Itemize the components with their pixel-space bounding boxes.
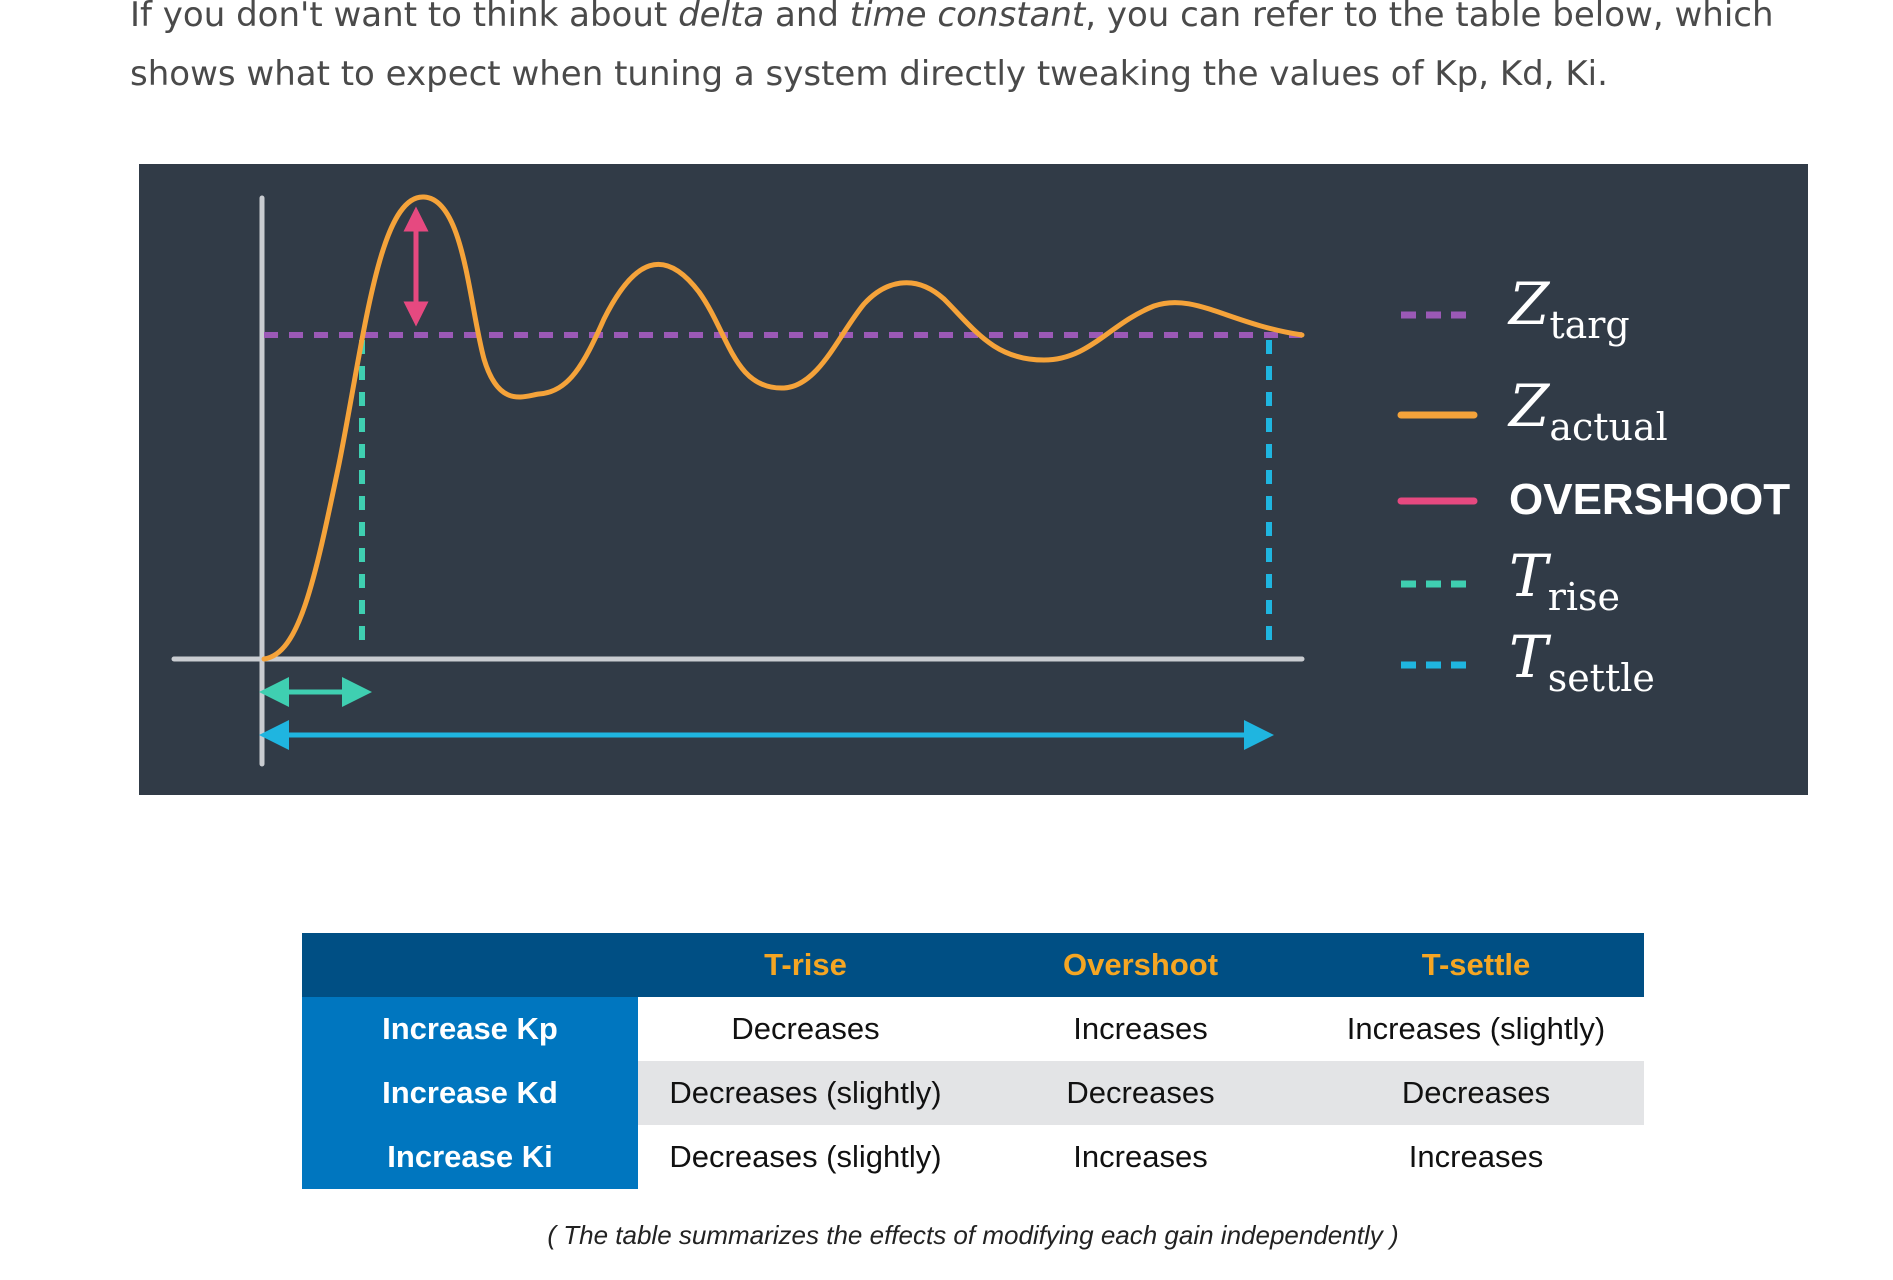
table-cell: Increases (973, 1125, 1308, 1189)
table-header-overshoot: Overshoot (973, 933, 1308, 997)
svg-text:Zactual: Zactual (1507, 372, 1668, 449)
intro-text-3: , you can refer to the table below, whic… (130, 0, 1774, 94)
legend-t-settle-sub: settle (1548, 656, 1655, 700)
table-header-t-rise: T-rise (638, 933, 973, 997)
legend-t-settle: Tsettle (1401, 623, 1655, 700)
intro-emphasis-delta: delta (678, 0, 765, 35)
table-cell: Increases (973, 997, 1308, 1061)
step-response-diagram: Ztarg Zactual OVERSHOOT Trise (171, 194, 1790, 767)
table-cell: Decreases (1308, 1061, 1644, 1125)
table-cell: Increases (slightly) (1308, 997, 1644, 1061)
legend-z-targ-sub: targ (1549, 303, 1629, 347)
z-actual-curve (261, 194, 1305, 662)
legend-z-actual-symbol: Z (1507, 372, 1551, 440)
legend-t-rise-sub: rise (1548, 575, 1620, 619)
legend-overshoot: OVERSHOOT (1397, 475, 1790, 524)
step-response-figure: Ztarg Zactual OVERSHOOT Trise (139, 164, 1808, 795)
table-cell: Decreases (973, 1061, 1308, 1125)
legend-t-rise-symbol: T (1509, 542, 1552, 610)
intro-text-1: If you don't want to think about (130, 0, 679, 35)
table-header-corner (302, 933, 638, 997)
gain-effects-table: T-rise Overshoot T-settle Increase Kp De… (302, 933, 1644, 1189)
legend-z-targ: Ztarg (1401, 270, 1630, 347)
row-label-increase-kd: Increase Kd (302, 1061, 638, 1125)
table-caption: ( The table summarizes the effects of mo… (547, 1220, 1399, 1250)
row-label-increase-ki: Increase Ki (302, 1125, 638, 1189)
intro-emphasis-time-constant: time constant (849, 0, 1086, 35)
svg-text:Ztarg: Ztarg (1507, 270, 1630, 347)
svg-text:Tsettle: Tsettle (1509, 623, 1655, 700)
table-row: Increase Kd Decreases (slightly) Decreas… (302, 1061, 1644, 1125)
table-header-row: T-rise Overshoot T-settle (302, 933, 1644, 997)
table-header-t-settle: T-settle (1308, 933, 1644, 997)
table-cell: Decreases (638, 997, 973, 1061)
table-row: Increase Ki Decreases (slightly) Increas… (302, 1125, 1644, 1189)
legend-z-actual-sub: actual (1549, 405, 1668, 449)
legend-z-targ-symbol: Z (1507, 270, 1551, 338)
table-cell: Decreases (slightly) (638, 1061, 973, 1125)
svg-text:Trise: Trise (1509, 542, 1620, 619)
intro-text-2: and (764, 0, 850, 35)
row-label-increase-kp: Increase Kp (302, 997, 638, 1061)
legend-z-actual: Zactual (1397, 372, 1668, 449)
table-cell: Decreases (slightly) (638, 1125, 973, 1189)
table-row: Increase Kp Decreases Increases Increase… (302, 997, 1644, 1061)
legend-overshoot-label: OVERSHOOT (1509, 475, 1790, 524)
table-cell: Increases (1308, 1125, 1644, 1189)
legend-t-settle-symbol: T (1509, 623, 1552, 691)
legend-t-rise: Trise (1401, 542, 1620, 619)
legend: Ztarg Zactual OVERSHOOT Trise (1397, 270, 1790, 700)
intro-paragraph: If you don't want to think about delta a… (130, 0, 1810, 104)
